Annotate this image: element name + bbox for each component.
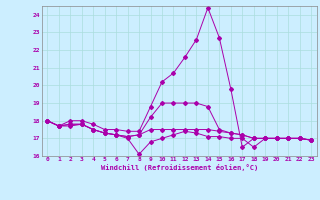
X-axis label: Windchill (Refroidissement éolien,°C): Windchill (Refroidissement éolien,°C) <box>100 164 258 171</box>
